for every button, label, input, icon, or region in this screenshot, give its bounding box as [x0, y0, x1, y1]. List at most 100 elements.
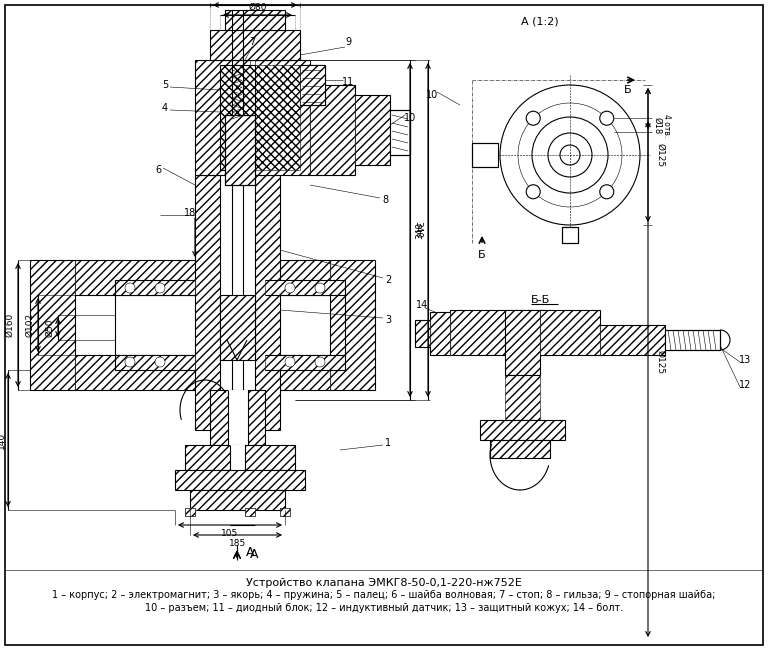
Bar [185, 508, 195, 516]
Bar [210, 30, 300, 60]
Bar [540, 310, 600, 355]
Text: Б: Б [478, 250, 486, 260]
Text: Ø125: Ø125 [656, 143, 664, 167]
Bar [195, 60, 250, 175]
Bar [450, 310, 550, 355]
Text: А: А [246, 545, 254, 558]
Text: 11: 11 [342, 77, 354, 87]
Bar [430, 312, 450, 355]
Circle shape [285, 357, 295, 367]
Text: Б: Б [624, 85, 632, 95]
Text: 2: 2 [385, 275, 391, 285]
Text: 18: 18 [184, 208, 196, 218]
Bar [230, 445, 245, 470]
Text: А: А [250, 547, 259, 560]
Bar [330, 260, 375, 390]
Bar [195, 175, 220, 430]
Text: Ø125: Ø125 [656, 350, 664, 374]
Bar [210, 390, 265, 445]
Text: 1 – корпус; 2 – электромагнит; 3 – якорь; 4 – пружина; 5 – палец; 6 – шайба волн: 1 – корпус; 2 – электромагнит; 3 – якорь… [52, 590, 716, 600]
Text: 340: 340 [413, 222, 422, 239]
Bar [255, 65, 300, 170]
Bar [75, 260, 330, 295]
Text: 7: 7 [249, 37, 255, 47]
Text: 13: 13 [739, 355, 751, 365]
Bar [265, 355, 345, 370]
Bar [225, 115, 255, 185]
Text: 14: 14 [416, 300, 428, 310]
Text: 140: 140 [0, 432, 5, 448]
Text: Устройство клапана ЭМКГ8-50-0,1-220-нж752Е: Устройство клапана ЭМКГ8-50-0,1-220-нж75… [246, 578, 522, 588]
Bar [185, 445, 295, 470]
Text: Ø18: Ø18 [653, 116, 661, 134]
Bar [300, 65, 325, 105]
Bar [415, 320, 430, 347]
Bar [280, 508, 290, 516]
Bar [600, 325, 665, 355]
Text: 9: 9 [345, 37, 351, 47]
Bar [185, 508, 195, 516]
Text: 340: 340 [415, 222, 425, 239]
Bar [220, 65, 300, 170]
Circle shape [600, 185, 614, 199]
Bar [225, 10, 285, 30]
Bar [265, 280, 345, 295]
Text: 4: 4 [162, 103, 168, 113]
Text: 10: 10 [404, 113, 416, 123]
Bar [665, 330, 720, 350]
Text: 6: 6 [155, 165, 161, 175]
Bar [115, 355, 195, 370]
Circle shape [125, 357, 135, 367]
Text: 4 отв.: 4 отв. [661, 114, 670, 137]
Bar [490, 440, 550, 458]
Text: Ø50: Ø50 [45, 318, 55, 337]
Circle shape [560, 145, 580, 165]
Circle shape [315, 283, 325, 293]
Bar [280, 508, 290, 516]
Text: 90: 90 [250, 0, 261, 1]
Bar [220, 65, 255, 170]
Circle shape [548, 133, 592, 177]
Text: Ø102: Ø102 [25, 313, 35, 337]
Text: 105: 105 [221, 528, 239, 538]
Bar [255, 175, 280, 430]
Bar [562, 227, 578, 243]
Circle shape [526, 111, 540, 125]
Bar [190, 490, 285, 510]
Text: 10 – разъем; 11 – диодный блок; 12 – индуктивный датчик; 13 – защитный кожух; 14: 10 – разъем; 11 – диодный блок; 12 – инд… [145, 603, 623, 613]
Bar [310, 85, 355, 175]
Text: 5: 5 [162, 80, 168, 90]
Text: 3: 3 [385, 315, 391, 325]
Bar [480, 420, 565, 440]
Bar [115, 280, 195, 295]
Bar [220, 295, 255, 360]
Bar [245, 508, 255, 516]
Bar [505, 310, 540, 375]
Text: А (1:2): А (1:2) [521, 17, 559, 27]
Bar [225, 115, 255, 185]
Bar [228, 390, 248, 445]
Circle shape [500, 85, 640, 225]
Circle shape [315, 357, 325, 367]
Bar [75, 355, 330, 390]
Bar [175, 470, 305, 490]
Text: 10: 10 [426, 90, 438, 100]
Text: 185: 185 [229, 538, 246, 547]
Circle shape [600, 111, 614, 125]
Bar [472, 143, 498, 167]
Bar [355, 95, 390, 165]
Bar [300, 65, 325, 105]
Text: Ø80: Ø80 [248, 3, 266, 12]
Circle shape [526, 185, 540, 199]
Text: 12: 12 [739, 380, 751, 390]
Circle shape [155, 283, 165, 293]
Circle shape [125, 283, 135, 293]
Circle shape [285, 283, 295, 293]
Bar [390, 110, 410, 155]
Text: Б-Б: Б-Б [531, 295, 550, 305]
Bar [505, 375, 540, 420]
Text: 8: 8 [382, 195, 388, 205]
Bar [30, 260, 75, 390]
Text: Ø160: Ø160 [5, 313, 15, 337]
Bar [245, 508, 255, 516]
